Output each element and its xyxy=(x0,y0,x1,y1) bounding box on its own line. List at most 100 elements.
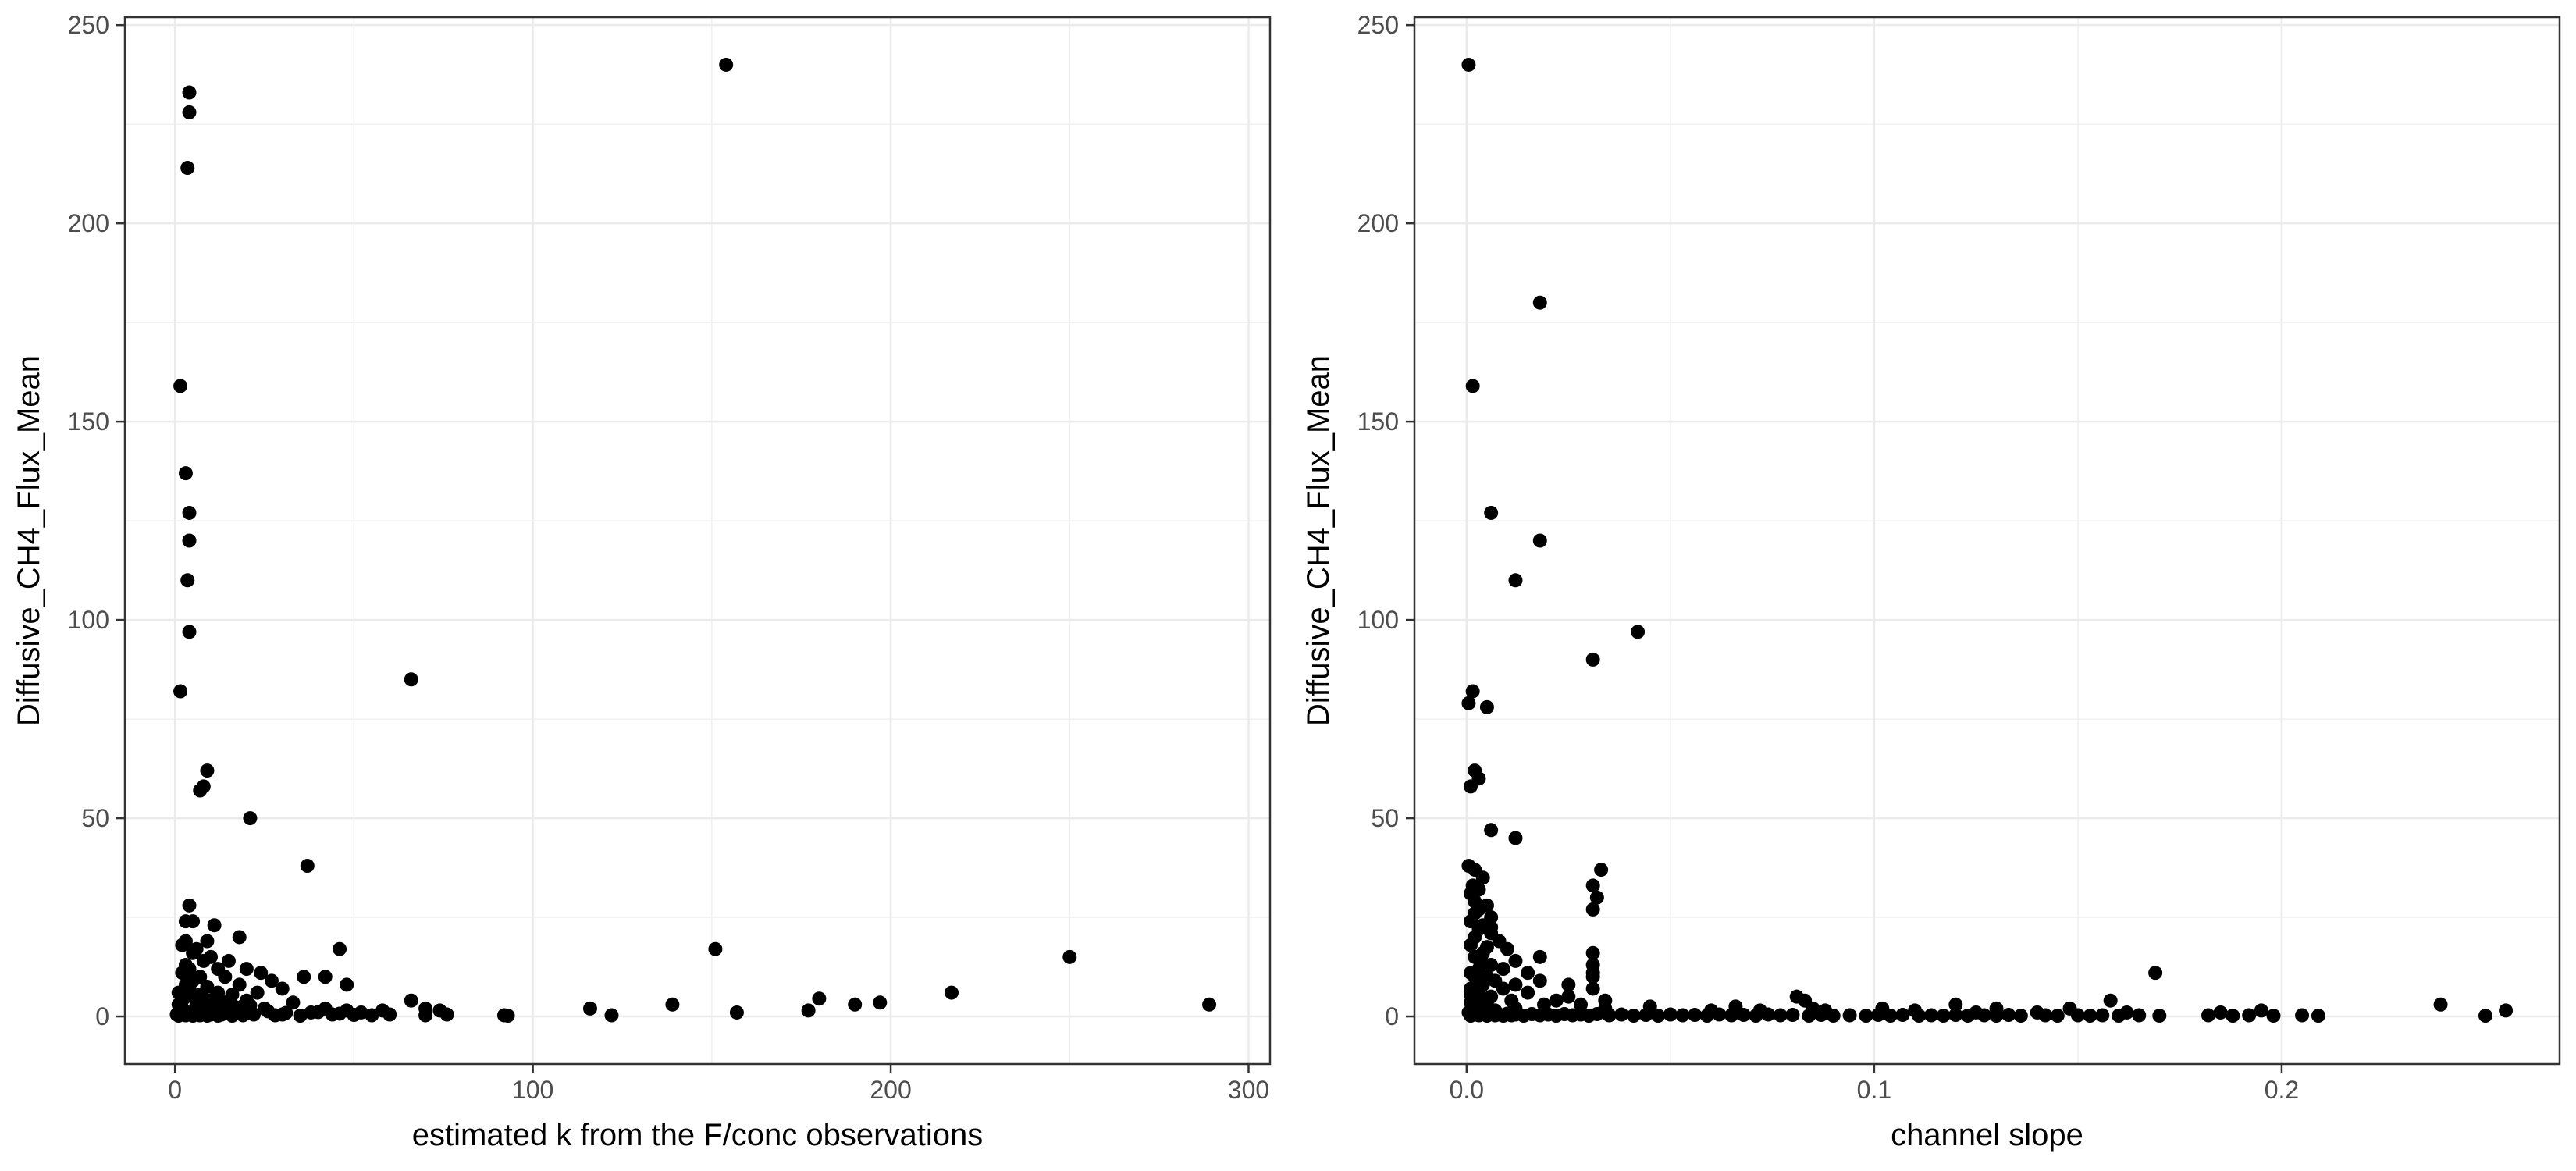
data-point xyxy=(200,979,215,994)
y-tick-label: 250 xyxy=(68,11,109,39)
x-tick-label: 200 xyxy=(870,1076,911,1104)
y-tick-label: 100 xyxy=(68,606,109,634)
data-point xyxy=(439,1007,454,1022)
data-point xyxy=(1736,1008,1751,1023)
data-point xyxy=(2254,1003,2268,1018)
data-point xyxy=(1561,989,1576,1004)
data-point xyxy=(1062,949,1077,964)
data-point xyxy=(182,625,197,639)
data-point xyxy=(1484,920,1499,934)
data-point xyxy=(180,573,195,588)
y-tick-label: 100 xyxy=(1357,606,1399,634)
plot-area xyxy=(125,17,1270,1064)
data-point xyxy=(2311,1009,2325,1023)
x-axis-title: estimated k from the F/conc observations xyxy=(412,1118,983,1152)
data-point xyxy=(2499,1003,2514,1018)
data-point xyxy=(1602,1008,1617,1023)
data-point xyxy=(1475,870,1490,885)
data-point xyxy=(173,379,188,393)
data-point xyxy=(1724,1008,1739,1023)
data-point xyxy=(1895,1008,1910,1023)
data-point xyxy=(186,914,201,929)
data-point xyxy=(1468,894,1482,909)
data-point xyxy=(1496,981,1510,996)
data-point xyxy=(2112,1009,2126,1023)
data-point xyxy=(1475,956,1490,970)
data-point xyxy=(250,985,265,1000)
x-tick-label: 100 xyxy=(512,1076,553,1104)
data-point xyxy=(232,977,247,992)
data-point xyxy=(196,953,211,968)
data-point xyxy=(1631,625,1646,639)
data-point xyxy=(1500,941,1515,956)
data-point xyxy=(365,1008,379,1023)
data-point xyxy=(1496,962,1510,977)
y-tick-label: 0 xyxy=(1385,1002,1399,1030)
x-axis-title: channel slope xyxy=(1891,1118,2083,1152)
y-tick-label: 200 xyxy=(68,209,109,237)
data-point xyxy=(418,1008,433,1023)
data-point xyxy=(1561,977,1576,992)
data-point xyxy=(2478,1009,2492,1023)
data-point xyxy=(275,981,290,996)
data-point xyxy=(2226,1009,2240,1023)
y-axis: 0 50 100 150 200 250 xyxy=(1357,11,1414,1030)
data-point xyxy=(2242,1008,2257,1023)
data-point xyxy=(1989,1009,2004,1023)
data-point xyxy=(1202,997,1217,1012)
data-point xyxy=(2083,1009,2097,1023)
data-point xyxy=(1574,997,1589,1012)
y-tick-label: 150 xyxy=(1357,408,1399,436)
data-point xyxy=(2050,1009,2065,1023)
data-point xyxy=(1814,1008,1829,1023)
data-point xyxy=(2132,1008,2147,1023)
data-point xyxy=(1484,823,1499,838)
data-point xyxy=(1936,1009,1951,1023)
data-point xyxy=(1549,993,1564,1008)
data-point xyxy=(2266,1009,2281,1023)
data-point xyxy=(347,1008,361,1023)
data-point xyxy=(2001,1008,2016,1023)
data-point xyxy=(1521,966,1535,981)
y-tick-label: 50 xyxy=(1371,804,1399,832)
data-point xyxy=(708,941,723,956)
data-point xyxy=(1785,1008,1800,1023)
data-point xyxy=(293,1009,308,1023)
data-point xyxy=(1585,902,1600,917)
x-tick-label: 0.1 xyxy=(1857,1076,1891,1104)
data-point xyxy=(1912,1009,1927,1023)
data-point xyxy=(604,1008,619,1023)
panel-border xyxy=(1413,16,2561,1066)
y-tick-label: 150 xyxy=(68,408,109,436)
data-point xyxy=(1773,1008,1788,1023)
data-point xyxy=(812,991,827,1006)
y-axis: 0 50 100 150 200 250 xyxy=(68,11,125,1030)
data-point xyxy=(1465,379,1480,393)
data-point xyxy=(1508,573,1523,588)
data-point xyxy=(1585,945,1600,960)
y-tick-label: 0 xyxy=(95,1002,109,1030)
data-point xyxy=(1465,684,1480,699)
data-point xyxy=(225,988,240,1002)
data-point xyxy=(1479,699,1494,714)
data-point xyxy=(1688,1008,1703,1023)
data-point xyxy=(1585,981,1600,996)
data-point xyxy=(500,1009,515,1023)
data-point xyxy=(182,533,197,548)
data-point xyxy=(2103,993,2118,1008)
y-axis-title: Diffusive_CH4_Flux_Mean xyxy=(12,355,46,726)
data-point xyxy=(261,1004,276,1019)
data-point xyxy=(279,1005,294,1020)
data-point xyxy=(1508,831,1523,845)
data-point xyxy=(848,997,863,1012)
data-point xyxy=(232,930,247,945)
data-point xyxy=(180,161,195,176)
data-point xyxy=(2201,1008,2215,1023)
data-point xyxy=(1589,1006,1604,1021)
data-point xyxy=(193,783,208,798)
x-tick-label: 300 xyxy=(1228,1076,1269,1104)
data-point xyxy=(221,953,236,968)
y-tick-label: 200 xyxy=(1357,209,1399,237)
plot-area xyxy=(1414,17,2560,1064)
data-point xyxy=(1960,1009,1975,1023)
